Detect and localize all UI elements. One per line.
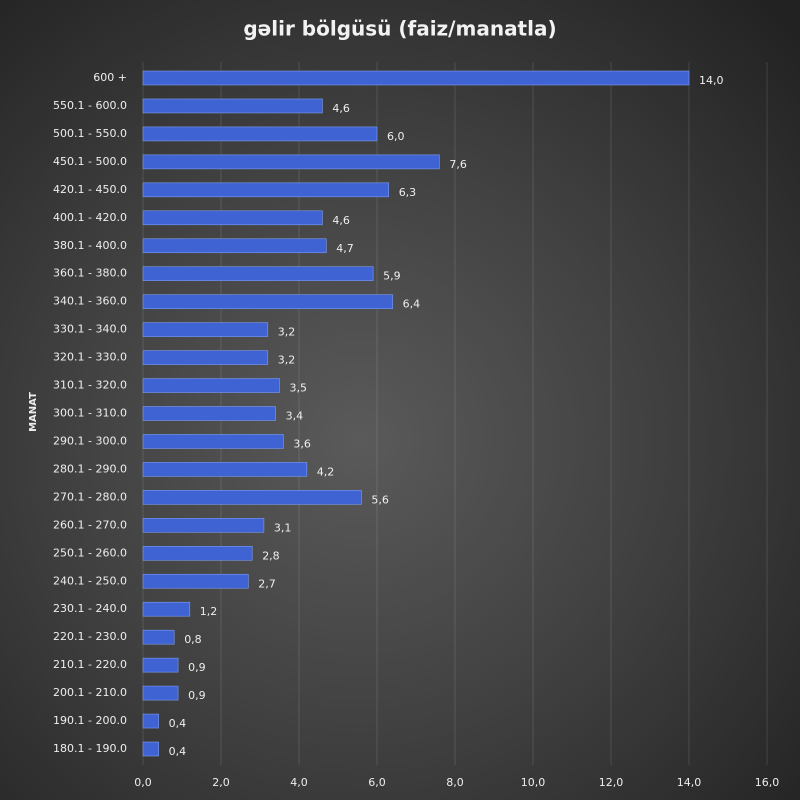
y-tick-label: 300.1 - 310.0 [53, 407, 127, 420]
y-tick-label: 230.1 - 240.0 [53, 602, 127, 615]
y-tick-label: 330.1 - 340.0 [53, 323, 127, 336]
value-label: 4,6 [332, 214, 350, 227]
y-axis-label: MANAT [28, 392, 39, 432]
bar [142, 434, 284, 449]
y-tick-label: 200.1 - 210.0 [53, 686, 127, 699]
bar [142, 545, 253, 561]
bar [142, 462, 308, 477]
x-tick-label: 8,0 [446, 776, 464, 789]
value-label: 6,0 [387, 130, 405, 143]
bar [142, 294, 393, 309]
bar [142, 406, 276, 421]
bar [142, 350, 269, 365]
chart-title: gəlir bölgüsü (faiz/manatla) [243, 17, 556, 41]
x-tick-label: 10,0 [521, 776, 546, 789]
value-label: 0,4 [169, 745, 187, 758]
bar [142, 378, 280, 393]
value-label: 3,1 [274, 521, 292, 534]
value-label: 5,6 [371, 493, 389, 506]
value-label: 3,2 [278, 354, 296, 367]
bar [142, 154, 440, 170]
value-label: 4,7 [336, 242, 354, 255]
value-label: 6,3 [399, 186, 417, 199]
y-tick-label: 250.1 - 260.0 [53, 546, 127, 559]
value-label: 2,8 [262, 549, 280, 562]
y-tick-label: 320.1 - 330.0 [53, 351, 127, 364]
x-tick-label: 2,0 [212, 776, 230, 789]
x-tick-label: 14,0 [677, 776, 702, 789]
x-tick-label: 4,0 [290, 776, 308, 789]
x-tick-label: 12,0 [599, 776, 624, 789]
bar [142, 266, 374, 282]
value-label: 14,0 [699, 74, 724, 87]
y-tick-label: 290.1 - 300.0 [53, 434, 127, 447]
y-tick-label: 190.1 - 200.0 [53, 714, 127, 727]
y-tick-label: 220.1 - 230.0 [53, 630, 127, 643]
bar [142, 98, 323, 114]
bar [142, 70, 690, 86]
y-tick-label: 340.1 - 360.0 [53, 295, 127, 308]
bar [142, 322, 269, 337]
value-label: 3,5 [290, 382, 308, 395]
value-label: 4,2 [317, 465, 335, 478]
y-tick-label: 270.1 - 280.0 [53, 490, 127, 503]
y-tick-label: 420.1 - 450.0 [53, 183, 127, 196]
bar [142, 182, 389, 198]
value-label: 2,7 [258, 577, 276, 590]
bar [142, 573, 249, 589]
y-tick-label: 450.1 - 500.0 [53, 155, 127, 168]
y-tick-label: 400.1 - 420.0 [53, 211, 127, 224]
value-label: 0,9 [188, 661, 206, 674]
y-tick-label: 550.1 - 600.0 [53, 99, 127, 112]
y-tick-label: 210.1 - 220.0 [53, 658, 127, 671]
bar [142, 657, 179, 673]
x-tick-label: 0,0 [134, 776, 152, 789]
value-label: 6,4 [403, 298, 421, 311]
value-label: 0,4 [169, 717, 187, 730]
y-tick-label: 380.1 - 400.0 [53, 239, 127, 252]
bar [142, 629, 175, 645]
value-label: 4,6 [332, 102, 350, 115]
value-label: 0,8 [184, 633, 202, 646]
bar [142, 685, 179, 701]
value-label: 1,2 [200, 605, 218, 618]
y-tick-label: 260.1 - 270.0 [53, 518, 127, 531]
value-label: 3,2 [278, 326, 296, 339]
value-label: 3,6 [293, 437, 311, 450]
value-label: 3,4 [286, 410, 304, 423]
bar [142, 238, 327, 254]
y-tick-label: 180.1 - 190.0 [53, 742, 127, 755]
y-tick-label: 500.1 - 550.0 [53, 127, 127, 140]
bar [142, 210, 323, 226]
x-tick-label: 16,0 [755, 776, 780, 789]
bar [142, 601, 191, 617]
bar [142, 741, 159, 757]
value-label: 5,9 [383, 270, 401, 283]
y-tick-label: 280.1 - 290.0 [53, 462, 127, 475]
y-tick-label: 240.1 - 250.0 [53, 574, 127, 587]
bar [142, 713, 159, 729]
x-tick-label: 6,0 [368, 776, 386, 789]
value-label: 0,9 [188, 689, 206, 702]
y-tick-label: 360.1 - 380.0 [53, 267, 127, 280]
y-tick-label: 600 + [93, 71, 127, 84]
bar [142, 490, 362, 505]
bar [142, 518, 265, 533]
bar [142, 126, 378, 142]
y-tick-label: 310.1 - 320.0 [53, 379, 127, 392]
value-label: 7,6 [449, 158, 467, 171]
